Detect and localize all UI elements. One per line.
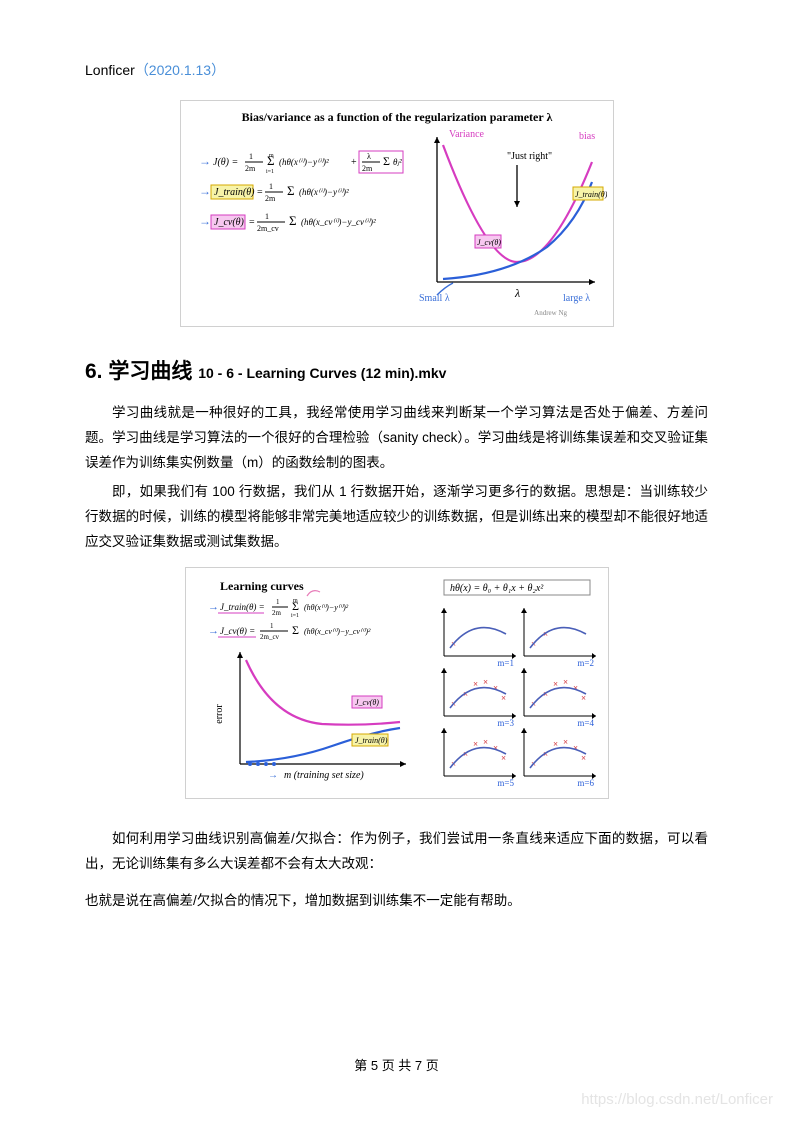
svg-text:large λ: large λ <box>563 293 590 304</box>
learning-curves-svg: Learning curves → J_train(θ) = 1 2m Σ i=… <box>192 574 602 789</box>
svg-text:i=1: i=1 <box>266 169 274 175</box>
svg-text:→: → <box>199 184 211 198</box>
svg-text:J_train(θ): J_train(θ) <box>355 736 388 745</box>
bias-variance-svg: Bias/variance as a function of the regul… <box>187 107 607 317</box>
svg-text:m=5: m=5 <box>497 778 514 788</box>
svg-text:2m: 2m <box>245 164 256 173</box>
svg-text:(hθ(x_cv⁽ⁱ⁾)−y_cv⁽ⁱ⁾)²: (hθ(x_cv⁽ⁱ⁾)−y_cv⁽ⁱ⁾)² <box>301 217 376 227</box>
svg-text:(hθ(x⁽ⁱ⁾)−y⁽ⁱ⁾)²: (hθ(x⁽ⁱ⁾)−y⁽ⁱ⁾)² <box>304 603 349 612</box>
svg-text:m (training set size): m (training set size) <box>284 770 364 781</box>
header-date: （2020.1.13） <box>135 62 225 78</box>
svg-text:×: × <box>573 743 578 753</box>
svg-text:×: × <box>573 683 578 693</box>
svg-text:1: 1 <box>270 622 274 630</box>
svg-text:(hθ(x_cv⁽ⁱ⁾)−y_cv⁽ⁱ⁾)²: (hθ(x_cv⁽ⁱ⁾)−y_cv⁽ⁱ⁾)² <box>304 627 371 636</box>
svg-text:=: = <box>257 187 263 198</box>
svg-text:J_train(θ): J_train(θ) <box>214 187 255 198</box>
svg-text:→: → <box>268 770 278 781</box>
svg-text:→: → <box>199 154 211 168</box>
figure-learning-curves: Learning curves → J_train(θ) = 1 2m Σ i=… <box>85 567 708 799</box>
svg-text:J_train(θ): J_train(θ) <box>575 190 607 199</box>
svg-text:J(θ) =: J(θ) = <box>213 157 238 168</box>
svg-text:Small λ: Small λ <box>419 293 450 304</box>
page-footer: 第 5 页 共 7 页 <box>0 1055 793 1074</box>
svg-text:m=4: m=4 <box>577 718 594 728</box>
svg-text:1: 1 <box>276 598 280 606</box>
svg-text:=: = <box>249 217 255 228</box>
svg-text:Σ: Σ <box>292 623 299 637</box>
svg-text:→: → <box>208 625 219 637</box>
figure-bias-variance: Bias/variance as a function of the regul… <box>85 100 708 327</box>
svg-text:J_cv(θ): J_cv(θ) <box>355 698 379 707</box>
section-heading: 6. 学习曲线 10 - 6 - Learning Curves (12 min… <box>85 355 708 385</box>
svg-text:+: + <box>351 157 357 168</box>
svg-text:m=3: m=3 <box>497 718 514 728</box>
svg-text:Σ: Σ <box>383 154 390 168</box>
svg-text:m=1: m=1 <box>497 658 514 668</box>
section-subtitle: 10 - 6 - Learning Curves (12 min).mkv <box>198 365 446 381</box>
svg-text:2m: 2m <box>272 609 282 617</box>
paragraph-3: 如何利用学习曲线识别高偏差/欠拟合：作为例子，我们尝试用一条直线来适应下面的数据… <box>85 827 708 877</box>
svg-text:J_cv(θ) =: J_cv(θ) = <box>220 626 255 636</box>
svg-text:Variance: Variance <box>449 129 485 140</box>
svg-text:(hθ(x⁽ⁱ⁾)−y⁽ⁱ⁾)²: (hθ(x⁽ⁱ⁾)−y⁽ⁱ⁾)² <box>299 187 349 197</box>
watermark: https://blog.csdn.net/Lonficer <box>581 1091 773 1108</box>
author-name: Lonficer <box>85 62 135 78</box>
svg-text:→: → <box>199 214 211 228</box>
svg-text:(hθ(x⁽ⁱ⁾)−y⁽ⁱ⁾)²: (hθ(x⁽ⁱ⁾)−y⁽ⁱ⁾)² <box>279 157 329 167</box>
svg-text:J_cv(θ): J_cv(θ) <box>214 217 245 228</box>
svg-text:1: 1 <box>265 212 269 221</box>
svg-text:1: 1 <box>249 152 253 161</box>
svg-text:Andrew Ng: Andrew Ng <box>534 309 567 317</box>
svg-text:error: error <box>214 703 225 723</box>
svg-text:×: × <box>563 677 568 687</box>
svg-text:"Just right": "Just right" <box>507 151 552 162</box>
svg-text:i=1: i=1 <box>291 613 299 619</box>
svg-text:bias: bias <box>579 131 595 142</box>
svg-text:hθ(x) = θ₀ + θ₁x + θ₂x²: hθ(x) = θ₀ + θ₁x + θ₂x² <box>450 583 544 594</box>
svg-text:2m: 2m <box>362 164 373 173</box>
svg-text:1: 1 <box>269 182 273 191</box>
page-number: 第 5 页 共 7 页 <box>354 1058 439 1073</box>
svg-text:θⱼ²: θⱼ² <box>393 157 402 167</box>
page-header: Lonficer（2020.1.13） <box>85 60 708 80</box>
svg-text:×: × <box>493 743 498 753</box>
svg-text:m=2: m=2 <box>577 658 594 668</box>
svg-text:J_cv(θ): J_cv(θ) <box>477 238 501 247</box>
section-number: 6. <box>85 360 103 383</box>
svg-text:2m_cv: 2m_cv <box>257 224 279 233</box>
svg-text:2m: 2m <box>265 194 276 203</box>
svg-text:2m_cv: 2m_cv <box>260 633 280 641</box>
paragraph-2: 即，如果我们有 100 行数据，我们从 1 行数据开始，逐渐学习更多行的数据。思… <box>85 480 708 555</box>
svg-text:×: × <box>483 737 488 747</box>
svg-text:×: × <box>493 683 498 693</box>
svg-text:m=6: m=6 <box>577 778 594 788</box>
svg-text:J_train(θ) =: J_train(θ) = <box>220 602 265 612</box>
svg-text:λ: λ <box>367 152 371 161</box>
svg-text:Σ: Σ <box>289 213 297 228</box>
svg-text:m: m <box>269 153 274 159</box>
svg-text:×: × <box>563 737 568 747</box>
section-title-cn: 学习曲线 <box>108 360 192 383</box>
svg-text:m: m <box>293 598 298 604</box>
svg-text:Learning curves: Learning curves <box>220 579 304 593</box>
svg-text:λ: λ <box>514 286 520 300</box>
svg-text:→: → <box>208 601 219 613</box>
fig1-title: Bias/variance as a function of the regul… <box>241 110 552 124</box>
paragraph-1: 学习曲线就是一种很好的工具，我经常使用学习曲线来判断某一个学习算法是否处于偏差、… <box>85 401 708 476</box>
svg-text:Σ: Σ <box>287 183 295 198</box>
paragraph-4: 也就是说在高偏差/欠拟合的情况下，增加数据到训练集不一定能有帮助。 <box>85 889 708 914</box>
svg-text:×: × <box>483 677 488 687</box>
